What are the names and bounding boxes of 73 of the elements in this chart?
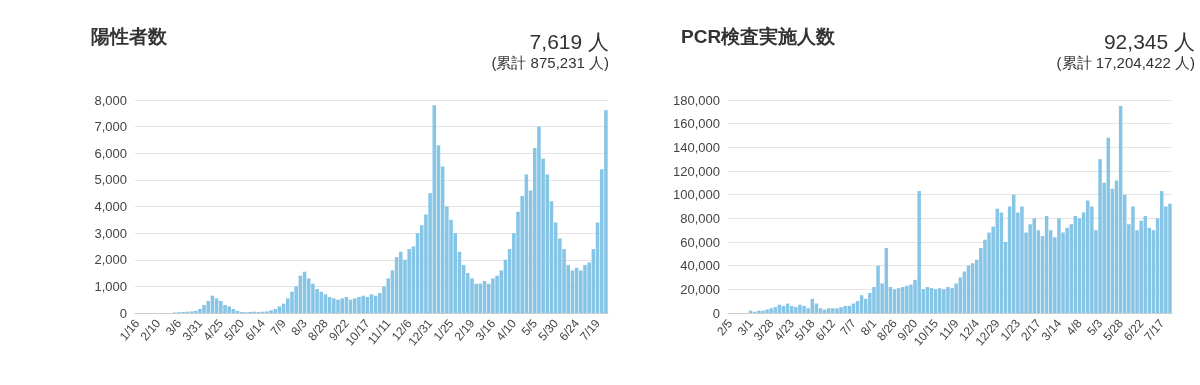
bar	[1098, 159, 1102, 313]
bar	[332, 298, 336, 313]
bar	[273, 309, 277, 313]
bar	[765, 309, 769, 313]
x-tick-label: 4/8	[1063, 316, 1086, 339]
bar	[802, 305, 806, 313]
bar	[407, 249, 411, 313]
chart-title: 陽性者数	[91, 26, 168, 47]
text: (累計 17,204,422 人)	[1056, 54, 1196, 71]
bar	[1168, 203, 1172, 313]
bar	[917, 191, 921, 313]
bar	[761, 310, 765, 313]
y-tick-label: 100,000	[673, 187, 720, 203]
bar	[399, 251, 403, 313]
bar	[340, 298, 344, 313]
bar	[1057, 218, 1061, 313]
bar	[227, 306, 231, 313]
bar	[757, 310, 761, 313]
bar	[909, 284, 913, 313]
bar	[843, 305, 847, 313]
x-tick-label: 7/9	[267, 316, 290, 339]
bar	[537, 126, 541, 313]
bar	[361, 295, 365, 313]
bar	[491, 278, 495, 313]
bar	[942, 289, 946, 313]
y-tick-label: 4,000	[94, 199, 127, 214]
bar	[269, 310, 273, 313]
bar	[1020, 206, 1024, 313]
y-tick-label: 140,000	[673, 139, 720, 155]
y-tick-label: 160,000	[673, 116, 720, 132]
y-tick-label: 180,000	[673, 92, 720, 108]
y-tick-label: 40,000	[680, 258, 720, 274]
bar	[1139, 220, 1143, 313]
chart-subtitle: 92,345 人	[1103, 30, 1196, 53]
bar	[583, 265, 587, 313]
y-tick-label: 7,000	[94, 119, 127, 135]
chart-subtitle: 7,619 人	[529, 30, 609, 53]
bar	[1131, 206, 1135, 313]
bar	[876, 265, 880, 313]
y-tick-label: 0	[119, 305, 127, 321]
x-tick-label: 7/7	[837, 316, 859, 339]
bar	[839, 307, 843, 313]
bar	[835, 308, 839, 313]
bar	[319, 291, 324, 313]
bar	[219, 301, 223, 313]
bar	[357, 297, 361, 313]
bar	[794, 307, 798, 313]
text: (累計 875,231 人)	[491, 54, 609, 71]
y-tick-label: 80,000	[680, 210, 720, 226]
y-tick-label: 20,000	[680, 281, 720, 297]
bar	[202, 305, 206, 313]
y-tick-label: 60,000	[680, 234, 720, 250]
bar	[905, 285, 909, 313]
bar	[352, 298, 357, 313]
y-tick-label: 8,000	[94, 92, 127, 108]
bar	[798, 304, 802, 313]
y-tick-label: 3,000	[94, 225, 127, 241]
bar	[769, 308, 773, 313]
bar	[223, 305, 227, 313]
y-tick-label: 5,000	[94, 172, 127, 188]
y-tick-label: 120,000	[673, 163, 720, 179]
bar	[831, 308, 835, 313]
y-tick-label: 0	[712, 305, 720, 321]
bar	[1065, 227, 1069, 313]
bar	[336, 299, 340, 313]
bar	[604, 110, 608, 313]
chart-title: PCR検査実施人数	[681, 26, 837, 47]
y-tick-label: 1,000	[94, 278, 127, 294]
y-tick-label: 6,000	[94, 145, 127, 161]
bar	[198, 309, 202, 313]
bar	[822, 309, 827, 313]
bar	[946, 286, 950, 313]
y-tick-label: 2,000	[94, 252, 127, 268]
